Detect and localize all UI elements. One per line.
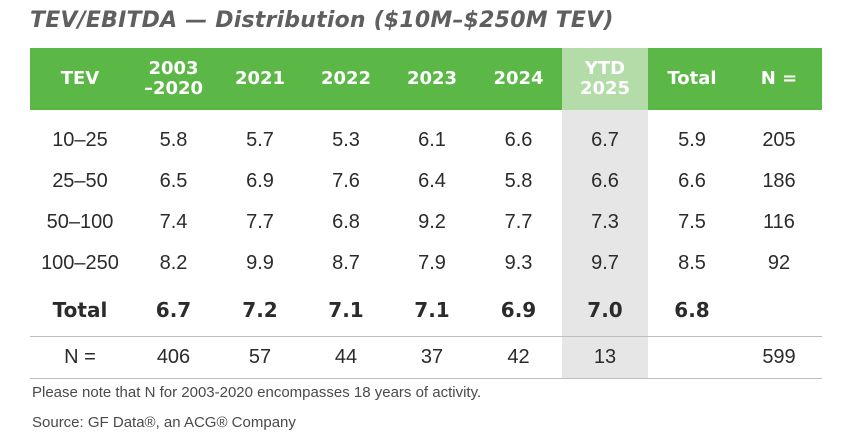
cell-ytd-2025: 7.3: [562, 202, 648, 243]
row-tev-label: 100–250: [41, 252, 119, 274]
total-2003-2020: 6.7: [155, 297, 192, 322]
cell-2021: 5.7: [246, 129, 274, 151]
cell-2021: 6.9: [246, 170, 274, 192]
n-n: 599: [736, 335, 822, 379]
row-tev-label: 25–50: [52, 170, 108, 192]
header-ytd-2025: YTD 2025: [562, 48, 648, 110]
header-2024: 2024: [475, 48, 562, 110]
cell-2003-2020: 5.8: [159, 129, 188, 151]
cell-2022: 7.6: [332, 170, 360, 192]
cell-ytd-2025: 6.7: [562, 110, 648, 161]
n-2022: 44: [303, 335, 389, 379]
header-n: N =: [736, 48, 822, 110]
cell-2023: 6.1: [418, 129, 446, 151]
header-2022: 2022: [303, 48, 389, 110]
n-total: [648, 335, 736, 379]
total-2024: 6.9: [500, 297, 537, 322]
cell-total: 7.5: [678, 211, 706, 233]
n-2024: 42: [475, 335, 562, 379]
cell-n: 92: [767, 252, 791, 274]
cell-total: 6.6: [678, 170, 706, 192]
cell-ytd-2025: 6.6: [562, 161, 648, 202]
cell-n: 186: [762, 170, 796, 192]
n-2023: 37: [389, 335, 475, 379]
total-label: Total: [52, 297, 108, 322]
cell-total: 8.5: [678, 252, 706, 274]
table-row: 50–100 7.4 7.7 6.8 9.2 7.7 7.3 7.5 116: [30, 202, 822, 243]
header-row: TEV 2003 –2020 2021 2022 2023 2024 YTD 202…: [30, 48, 822, 110]
cell-n: 116: [763, 211, 795, 233]
n-2003-2020: 406: [130, 335, 217, 379]
table-row: 10–25 5.8 5.7 5.3 6.1 6.6 6.7 5.9 205: [30, 110, 822, 161]
source-note: Source: GF Data®, an ACG® Company: [32, 414, 296, 431]
header-2003: 2003: [148, 58, 199, 79]
n-ytd-2025: 13: [562, 335, 648, 379]
total-ytd-2025: 7.0: [562, 284, 648, 336]
cell-2024: 7.7: [504, 211, 533, 233]
cell-ytd-2025: 9.7: [562, 243, 648, 284]
header-2020: –2020: [143, 78, 204, 99]
total-row: Total 6.7 7.2 7.1 7.1 6.9 7.0 6.8: [30, 284, 822, 336]
total-2023: 7.1: [414, 297, 450, 322]
cell-2023: 7.9: [418, 252, 446, 274]
header-ytd: YTD: [584, 58, 626, 79]
cell-2003-2020: 7.4: [159, 211, 188, 233]
total-2021: 7.2: [242, 297, 278, 322]
header-2021: 2021: [217, 48, 303, 110]
header-2025: 2025: [579, 78, 631, 99]
cell-2022: 5.3: [332, 129, 360, 151]
cell-2024: 9.3: [504, 252, 533, 274]
table-row: 100–250 8.2 9.9 8.7 7.9 9.3 9.7 8.5 92: [30, 243, 822, 284]
n-row: N = 406 57 44 37 42 13 599: [30, 335, 822, 379]
row-tev-label: 50–100: [46, 211, 114, 233]
total-2022: 7.1: [328, 297, 364, 322]
cell-2022: 8.7: [332, 252, 360, 274]
cell-2003-2020: 8.2: [159, 252, 188, 274]
n-label: N =: [30, 335, 130, 379]
cell-2022: 6.8: [332, 211, 360, 233]
tev-ebitda-table: TEV 2003 –2020 2021 2022 2023 2024 YTD 202…: [30, 48, 822, 379]
row-tev-label: 10–25: [52, 129, 108, 151]
table-title: TEV/EBITDA — Distribution ($10M–$250M TE…: [30, 8, 614, 33]
footnote: Please note that N for 2003-2020 encompa…: [32, 384, 482, 401]
header-2003-2020: 2003 –2020: [130, 48, 217, 110]
cell-2023: 9.2: [418, 211, 446, 233]
cell-2021: 7.7: [246, 211, 274, 233]
cell-2021: 9.9: [246, 252, 274, 274]
cell-total: 5.9: [678, 129, 706, 151]
cell-2023: 6.4: [418, 170, 446, 192]
cell-2003-2020: 6.5: [159, 170, 188, 192]
cell-n: 205: [762, 129, 796, 151]
total-n: [736, 284, 822, 336]
table-row: 25–50 6.5 6.9 7.6 6.4 5.8 6.6 6.6 186: [30, 161, 822, 202]
header-total: Total: [648, 48, 736, 110]
cell-2024: 6.6: [504, 129, 533, 151]
n-2021: 57: [217, 335, 303, 379]
header-2023: 2023: [389, 48, 475, 110]
total-total: 6.8: [674, 297, 710, 322]
header-tev: TEV: [30, 48, 130, 110]
cell-2024: 5.8: [504, 170, 533, 192]
